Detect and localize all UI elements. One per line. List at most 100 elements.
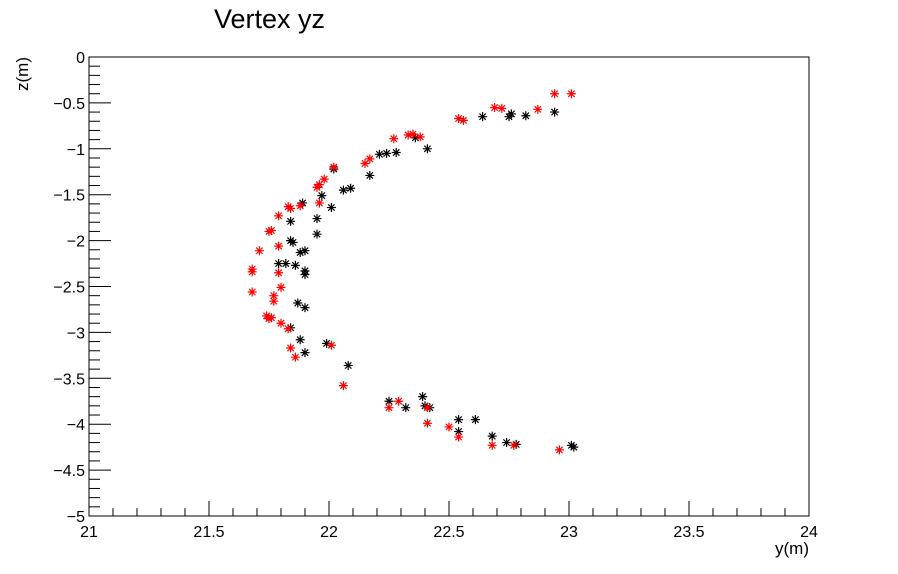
y-tick-label: −3 [67,325,85,342]
data-point [283,324,293,334]
data-point [274,259,284,269]
data-point [533,104,543,114]
data-point [254,246,264,256]
y-tick-label: −3.5 [53,371,85,388]
x-tick-label: 24 [800,524,818,541]
data-point [497,103,507,113]
data-point [288,237,298,247]
data-point [418,392,428,402]
data-point [276,282,286,292]
data-point [274,268,284,278]
data-point [408,129,418,139]
data-point [276,318,286,328]
data-point [504,112,514,122]
data-point [286,216,296,226]
data-point [389,134,399,144]
data-point [454,415,464,425]
data-point [502,438,512,448]
data-point [264,226,274,236]
data-point [422,403,432,413]
data-point [286,343,296,353]
data-point [326,340,336,350]
data-point [322,338,332,348]
y-axis-ticks [89,56,111,517]
data-point [458,115,468,125]
data-point [300,303,310,313]
data-point [247,267,257,277]
data-point [264,314,274,324]
data-point [509,440,519,450]
y-tick-label: −0.5 [53,96,85,113]
x-tick-label: 22 [320,524,338,541]
data-point [569,442,579,452]
data-point [365,170,375,180]
y-tick-label: 0 [76,50,85,67]
data-point [365,154,375,164]
data-point [391,147,401,157]
data-point [415,132,425,142]
data-point [384,403,394,413]
data-point [338,185,348,195]
data-point [317,191,327,201]
data-point [454,432,464,442]
data-point [312,214,322,224]
data-point [374,149,384,159]
chart-title: Vertex yz [214,4,326,34]
data-point [300,270,310,280]
data-point [490,102,500,112]
x-tick-label: 21 [80,524,98,541]
x-tick-label: 21.5 [193,524,224,541]
data-point [274,241,284,251]
data-point [470,415,480,425]
data-point [511,439,521,449]
x-tick-labels: 21 21.5 22 22.5 23 23.5 24 [80,524,818,541]
data-point [550,89,560,99]
y-tick-label: −1.5 [53,188,85,205]
x-axis-label: y(m) [775,539,809,558]
data-point [410,133,420,143]
data-point [295,335,305,345]
data-point [454,427,464,437]
y-axis-label: z(m) [13,57,32,91]
y-tick-label: −5 [67,509,85,526]
x-tick-label: 22.5 [433,524,464,541]
data-point [329,162,339,172]
data-point [290,260,300,270]
data-points [247,89,579,455]
data-point [281,259,291,269]
data-point [444,422,454,432]
data-point [286,323,296,333]
data-point [401,403,411,413]
data-point [454,114,464,124]
y-tick-label: −2 [67,234,85,251]
data-point [422,418,432,428]
data-point [326,203,336,213]
data-point [360,158,370,168]
data-point [521,111,531,121]
data-point [319,174,329,184]
data-point [384,396,394,406]
data-point [269,296,279,306]
data-point [346,183,356,193]
data-point [300,246,310,256]
series-2 [247,89,576,455]
data-point [290,352,300,362]
data-point [394,396,404,406]
data-point [550,107,560,117]
data-point [487,431,497,441]
y-tick-label: −4.5 [53,463,85,480]
data-point [312,229,322,239]
data-point [283,202,293,212]
data-point [274,211,284,221]
y-tick-labels: 0 −0.5 −1 −1.5 −2 −2.5 −3 −3.5 −4 −4.5 −5 [53,50,85,526]
y-tick-label: −4 [67,417,85,434]
data-point [314,198,324,208]
data-point [295,248,305,258]
data-point [487,440,497,450]
y-tick-label: −1 [67,142,85,159]
data-point [422,144,432,154]
data-point [403,130,413,140]
data-point [269,291,279,301]
